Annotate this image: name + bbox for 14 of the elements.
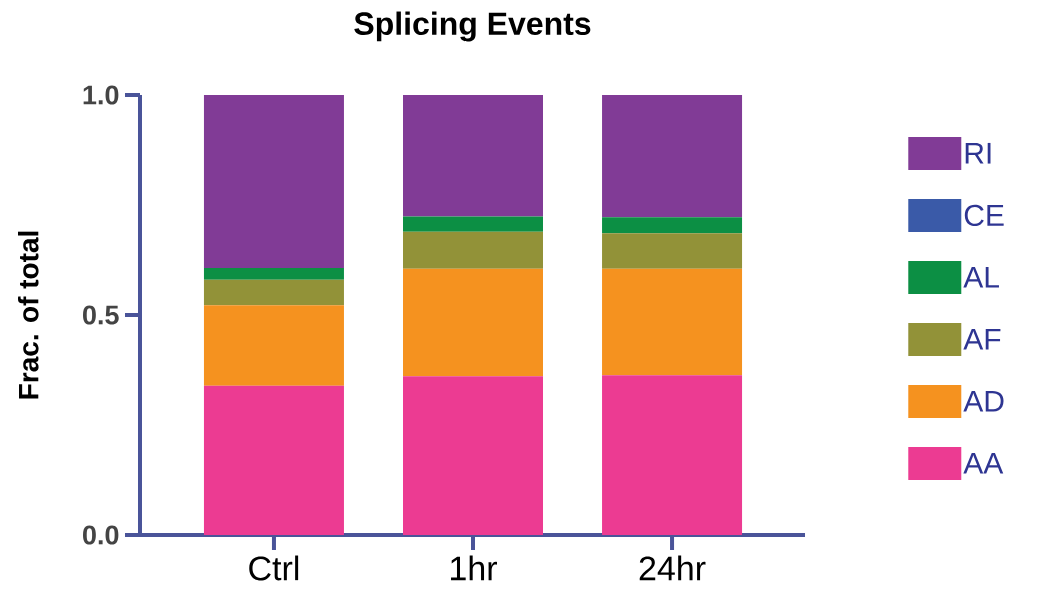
y-tick-label: 0.5 xyxy=(83,305,119,325)
x-tick-label: 1hr xyxy=(451,555,497,581)
legend-label: AA xyxy=(963,452,1004,474)
legend-label: RI xyxy=(965,142,991,164)
legend-label: AL xyxy=(963,266,999,288)
x-tick-label: Ctrl xyxy=(249,555,299,581)
x-tick-label: 24hr xyxy=(639,555,706,581)
legend-label: AD xyxy=(963,390,1004,412)
y-axis-title: Frac. of total xyxy=(17,231,39,399)
y-tick-label: 0.0 xyxy=(83,525,119,545)
chart-title: Splicing Events xyxy=(354,11,591,42)
legend-label: CE xyxy=(964,204,1004,227)
legend-label: AF xyxy=(963,328,1001,350)
y-tick-label: 1.0 xyxy=(83,85,119,105)
